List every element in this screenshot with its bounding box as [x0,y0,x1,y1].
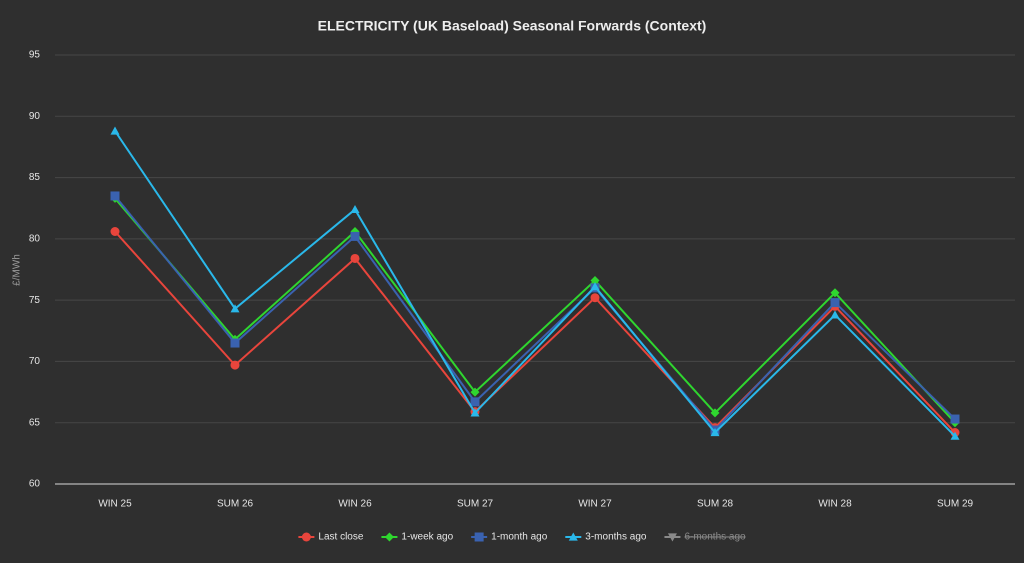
legend-item[interactable]: 3-months ago [565,532,647,543]
legend: Last close 1-week ago 1-month ago 3-months … [298,532,746,543]
marker [950,431,960,440]
marker [470,397,480,407]
marker [230,338,240,348]
legend-label: 1-month ago [491,532,548,543]
legend-label: 1-week ago [401,532,453,543]
marker [710,408,720,418]
marker [830,298,840,308]
marker [350,231,360,241]
series-line [114,230,956,434]
marker [590,282,600,291]
y-tick-label: 60 [29,479,41,490]
y-tick-label: 85 [29,172,41,183]
marker [710,428,720,437]
legend-item[interactable]: 1-month ago [471,532,548,543]
y-tick-label: 95 [29,50,41,61]
marker [110,126,120,135]
y-tick-label: 75 [29,295,41,306]
marker [568,532,578,541]
y-axis-label: £/MWh [12,254,23,286]
marker [830,288,840,298]
marker [230,360,240,370]
legend-item[interactable]: Last close [298,532,364,543]
y-tick-label: 80 [29,233,41,244]
legend-label: 6-months ago [684,532,746,543]
series-line [114,130,956,437]
marker [230,304,240,313]
x-tick-label: SUM 28 [697,499,734,510]
y-tick-label: 65 [29,417,41,428]
x-tick-label: WIN 27 [578,499,612,510]
marker [350,253,360,263]
y-tick-label: 70 [29,356,41,367]
marker [470,387,480,397]
marker [301,532,311,542]
x-tick-label: SUM 26 [217,499,254,510]
marker [350,204,360,214]
legend-label: Last close [318,532,363,543]
legend-item[interactable]: 6-months ago [664,532,746,543]
chart-title: ELECTRICITY (UK Baseload) Seasonal Forwa… [318,18,707,34]
x-tick-label: SUM 29 [937,499,974,510]
series-line [114,197,956,424]
x-tick-label: WIN 28 [818,499,852,510]
marker [830,310,840,319]
x-tick-label: WIN 25 [98,499,132,510]
marker [950,414,960,424]
y-tick-label: 90 [29,111,41,122]
marker [384,532,394,542]
series-line [114,195,956,432]
marker [590,293,600,303]
marker [110,191,120,201]
marker [110,227,120,237]
legend-item[interactable]: 1-week ago [381,532,454,543]
marker [474,532,484,542]
legend-label: 3-months ago [585,532,647,543]
marker [590,276,600,286]
x-tick-label: WIN 26 [338,499,372,510]
x-tick-label: SUM 27 [457,499,494,510]
marker [470,408,480,417]
marker [667,533,677,542]
